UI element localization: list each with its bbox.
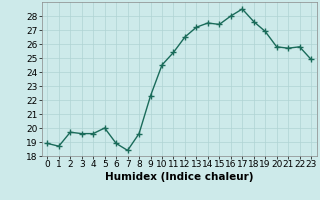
X-axis label: Humidex (Indice chaleur): Humidex (Indice chaleur) [105, 172, 253, 182]
